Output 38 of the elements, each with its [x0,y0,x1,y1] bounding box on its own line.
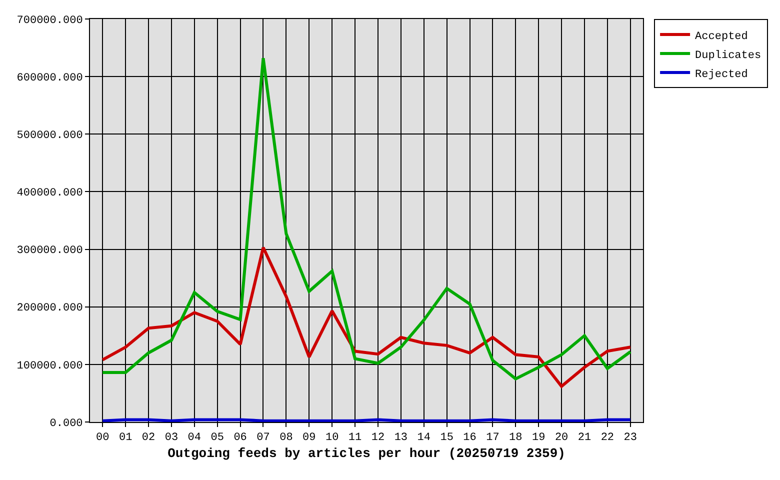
x-tick-label: 21 [578,432,592,444]
x-tick-label: 16 [463,432,476,444]
x-tick-label: 23 [624,432,637,444]
x-tick-label: 01 [118,432,133,444]
x-tick-label: 05 [210,432,224,444]
x-tick-label: 19 [532,432,546,444]
line-series [101,56,632,380]
x-tick-label: 12 [371,432,385,444]
x-tick-label: 13 [394,432,408,444]
x-tick-label: 06 [234,432,247,444]
y-tick-label: 700000.000 [16,14,83,27]
x-tick-label: 03 [164,432,178,444]
x-tick-label: 09 [302,432,316,444]
y-tick-label: 0.000 [50,418,83,430]
x-tick-label: 15 [440,432,454,444]
x-tick-label: 04 [188,432,202,444]
y-tick-label: 500000.000 [16,130,83,142]
x-tick-label: 20 [554,432,568,444]
y-tick-label: 200000.000 [16,302,83,315]
x-tick-label: 07 [256,432,270,444]
y-tick-label: 300000.000 [16,245,83,258]
x-tick-label: 00 [96,432,110,444]
x-tick-label: 18 [509,432,522,444]
x-tick-label: 10 [325,432,339,444]
y-tick-label: 600000.000 [16,72,83,84]
x-tick-label: 11 [348,432,362,444]
x-tick-label: 17 [486,432,500,444]
y-tick-label: 100000.000 [16,360,83,372]
x-tick-label: 14 [417,432,431,444]
x-axis-title: Outgoing feeds by articles per hour (20250719 2359) [168,446,566,461]
legend-label: Accepted [695,30,748,43]
legend-label: Rejected [695,68,748,81]
legend-label: Duplicates [695,50,762,62]
x-tick-label: 08 [280,432,293,444]
x-tick-label: 02 [142,432,156,444]
y-tick-label: 400000.000 [16,188,83,200]
x-tick-label: 22 [600,432,614,444]
line-series [101,246,632,388]
